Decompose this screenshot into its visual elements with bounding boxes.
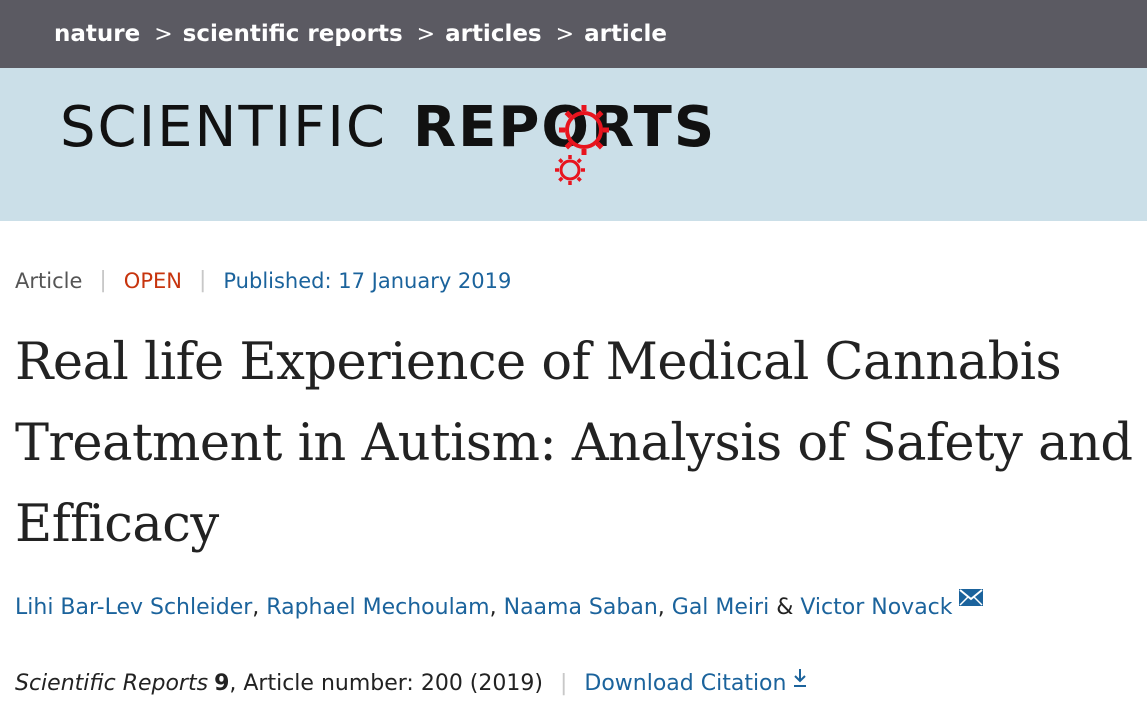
download-citation-link[interactable]: Download Citation xyxy=(584,670,787,696)
breadcrumb-article[interactable]: article xyxy=(584,21,667,47)
article-meta: Article | OPEN | Published: 17 January 2… xyxy=(15,268,511,293)
logo-text-bold: REPORTS xyxy=(413,95,717,160)
author-separator: , xyxy=(489,595,504,620)
author-link[interactable]: Victor Novack xyxy=(800,595,953,620)
breadcrumb: nature > scientific reports > articles >… xyxy=(0,0,1147,68)
breadcrumb-separator: > xyxy=(555,21,575,47)
breadcrumb-articles[interactable]: articles xyxy=(445,21,542,47)
breadcrumb-separator: > xyxy=(154,21,173,47)
journal-logo[interactable]: SCIENTIFIC REPORTS xyxy=(60,96,716,166)
article-type: Article xyxy=(15,268,83,293)
author-list: Lihi Bar-Lev Schleider , Raphael Mechoul… xyxy=(15,589,983,620)
breadcrumb-separator: > xyxy=(416,21,436,47)
journal-name: Scientific Reports xyxy=(15,670,209,696)
breadcrumb-scientific-reports[interactable]: scientific reports xyxy=(182,21,403,47)
citation-row: Scientific Reports 9 , Article number: 2… xyxy=(15,668,808,696)
breadcrumb-nature[interactable]: nature xyxy=(54,21,141,47)
author-link[interactable]: Gal Meiri xyxy=(671,595,770,620)
author-link[interactable]: Naama Saban xyxy=(503,595,658,620)
open-access-badge: OPEN xyxy=(123,268,182,293)
article-number: , Article number: 200 (2019) xyxy=(229,670,543,696)
envelope-icon[interactable] xyxy=(958,587,983,612)
divider: | xyxy=(559,670,568,696)
divider: | xyxy=(198,268,207,293)
author-separator: & xyxy=(769,595,801,620)
author-separator: , xyxy=(252,595,267,620)
volume-number: 9 xyxy=(214,670,230,696)
author-separator: , xyxy=(657,595,672,620)
article-title: Real life Experience of Medical Cannabis… xyxy=(15,333,1133,554)
author-link[interactable]: Raphael Mechoulam xyxy=(266,595,490,620)
journal-banner: SCIENTIFIC REPORTS xyxy=(0,68,1147,221)
published-date[interactable]: Published: 17 January 2019 xyxy=(223,268,512,293)
logo-text-light: SCIENTIFIC xyxy=(60,95,387,160)
divider: | xyxy=(99,268,107,293)
download-arrow-icon[interactable] xyxy=(792,668,808,694)
author-link[interactable]: Lihi Bar-Lev Schleider xyxy=(15,595,253,620)
